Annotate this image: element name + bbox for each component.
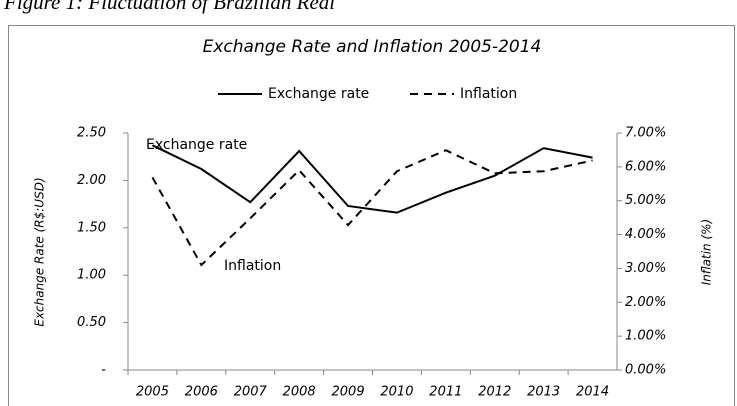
- x-tick-label: 2005: [136, 385, 169, 400]
- y-tick-label: -: [101, 363, 106, 378]
- y2-tick-label: 3.00%: [625, 261, 666, 276]
- series-line: [152, 144, 593, 214]
- figure-caption: Figure 1: Fluctuation of Brazilian Real: [3, 0, 335, 14]
- y-tick-label: 0.50: [77, 315, 106, 330]
- y2-tick-label: 0.00%: [625, 363, 666, 378]
- y-tick-label: 1.50: [77, 220, 106, 235]
- annotation: Inflation: [224, 258, 281, 274]
- legend-label: Inflation: [460, 86, 517, 102]
- chart-title: Exchange Rate and Inflation 2005-2014: [203, 37, 542, 57]
- x-tick-label: 2013: [527, 385, 560, 400]
- series-line: [151, 149, 593, 267]
- x-tick-label: 2011: [429, 385, 462, 400]
- x-tick-label: 2006: [185, 385, 218, 400]
- y-axis-label: Exchange Rate (R$:USD): [33, 177, 47, 326]
- y2-tick-label: 7.00%: [625, 126, 666, 141]
- x-tick-label: 2010: [380, 385, 413, 400]
- x-tick-label: 2008: [283, 385, 316, 400]
- x-tick-label: 2012: [478, 385, 511, 400]
- chart-border: [8, 25, 735, 406]
- x-tick-label: 2007: [234, 385, 268, 400]
- annotation: Exchange rate: [146, 137, 247, 153]
- y2-tick-label: 6.00%: [625, 159, 666, 174]
- y2-axis-label: Inflatin (%): [700, 219, 714, 285]
- y2-tick-label: 2.00%: [625, 295, 666, 310]
- y-tick-label: 2.00: [77, 173, 106, 188]
- x-tick-label: 2014: [576, 385, 609, 400]
- y2-tick-label: 4.00%: [625, 227, 666, 242]
- y2-tick-label: 1.00%: [625, 329, 666, 344]
- x-tick-label: 2009: [332, 385, 365, 400]
- y-tick-label: 1.00: [77, 268, 106, 283]
- legend-label: Exchange rate: [268, 86, 369, 102]
- y2-tick-label: 5.00%: [625, 193, 666, 208]
- y-tick-label: 2.50: [77, 126, 106, 141]
